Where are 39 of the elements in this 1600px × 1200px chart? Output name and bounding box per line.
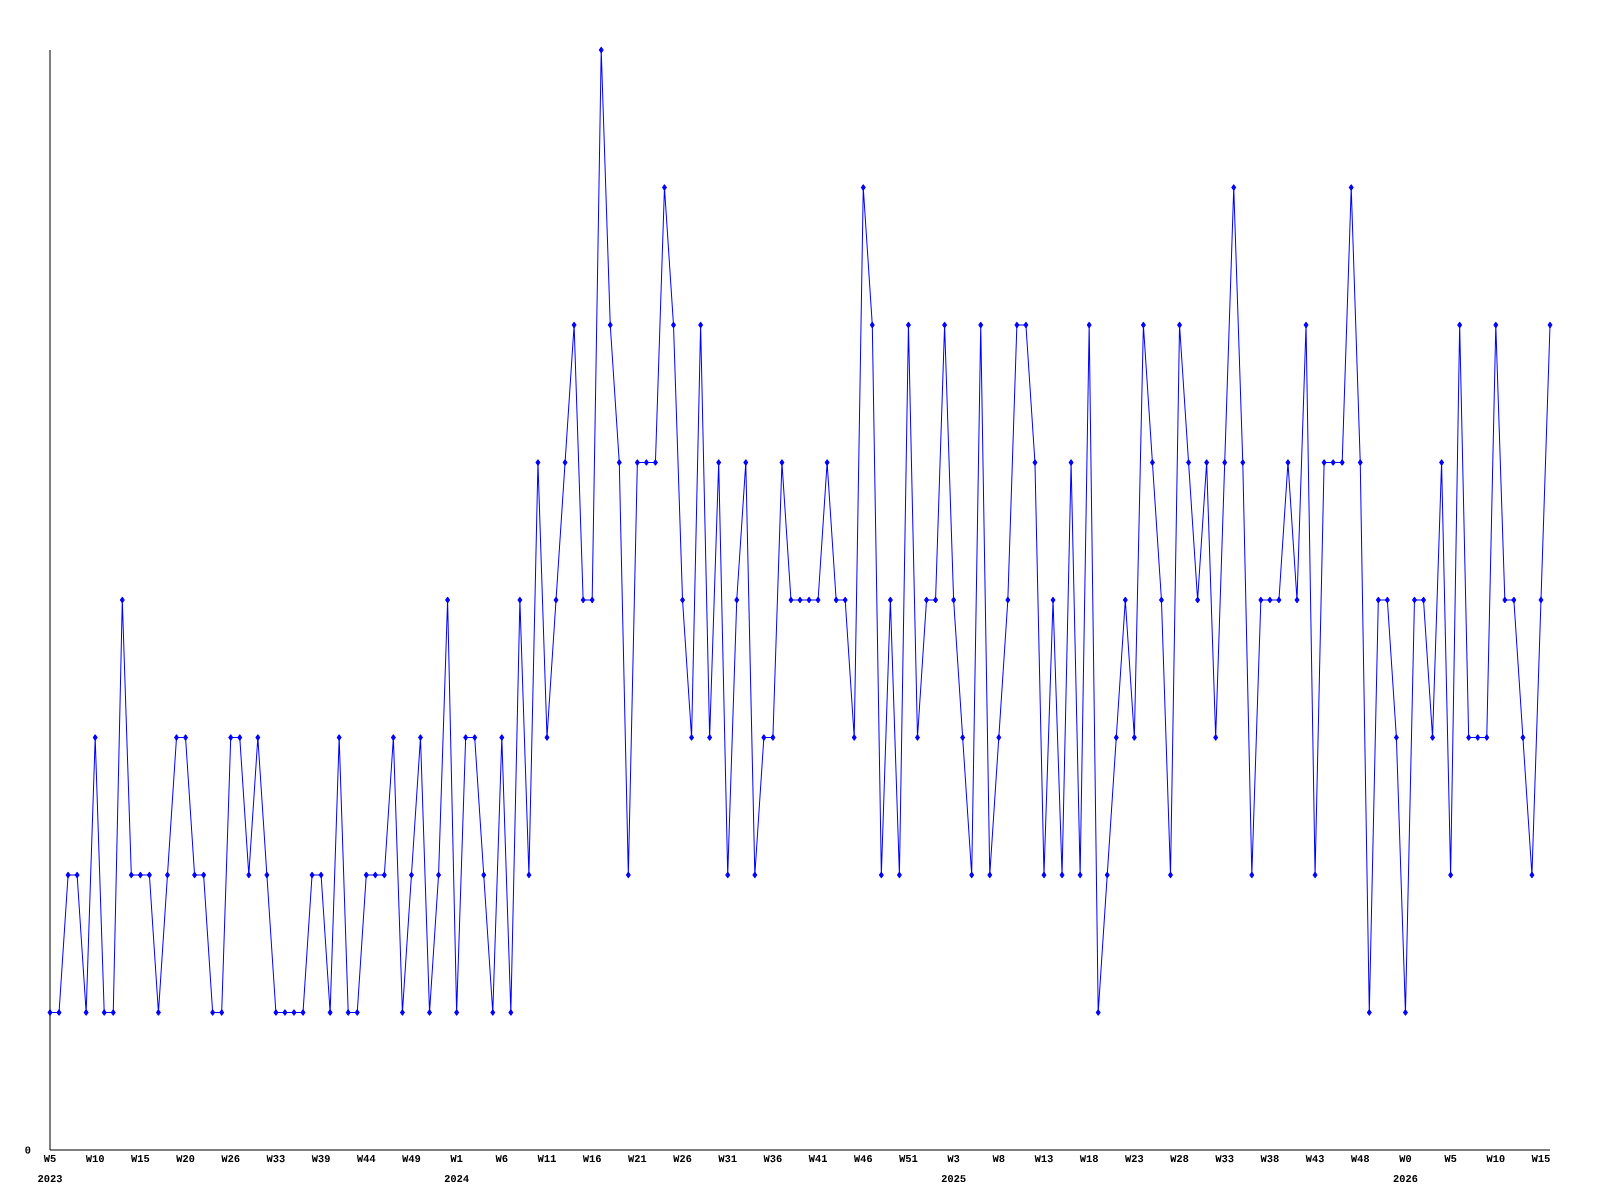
x-tick-label: W11 (537, 1155, 556, 1162)
x-tick-label: W20 (176, 1155, 195, 1163)
x-tick-label: W10 (1486, 1155, 1505, 1163)
x-tick-label: W33 (1215, 1155, 1234, 1163)
x-tick-label: W21 (628, 1155, 647, 1163)
text: 2025 (941, 1175, 966, 1183)
x-tick-label: W48 (1350, 1155, 1370, 1163)
x-tick-label: W3 (947, 1155, 960, 1163)
x-tick-label: W49 (402, 1155, 421, 1163)
text: 0 (25, 1146, 31, 1154)
x-tick-label: W51 (899, 1155, 918, 1163)
x-tick-label: W46 (853, 1155, 873, 1163)
x-tick-label: W39 (311, 1155, 330, 1163)
x-tick-label: W26 (673, 1155, 692, 1163)
x-tick-label: W31 (718, 1155, 737, 1163)
x-tick-label: W38 (1260, 1155, 1279, 1163)
x-tick-label: W5 (43, 1155, 56, 1163)
x-tick-label: W10 (85, 1155, 104, 1163)
x-tick-label: W36 (763, 1155, 782, 1163)
x-tick-label: W15 (1531, 1155, 1550, 1163)
x-tick-label: W23 (1124, 1155, 1144, 1163)
x-tick-label: W1 (450, 1155, 463, 1162)
x-tick-label: W5 (1444, 1155, 1457, 1163)
x-tick-label: W0 (1399, 1155, 1412, 1163)
x-tick-label: W15 (131, 1155, 150, 1163)
x-tick-label: W44 (356, 1155, 376, 1162)
x-tick-label: W6 (495, 1155, 508, 1163)
x-tick-label: W16 (582, 1155, 601, 1163)
x-tick-label: W43 (1305, 1155, 1324, 1163)
text: 2023 (38, 1175, 62, 1183)
x-tick-label: W41 (808, 1155, 827, 1162)
text: 2024 (444, 1175, 469, 1183)
x-tick-label: W8 (992, 1155, 1005, 1163)
text: 2026 (1393, 1175, 1418, 1183)
x-tick-label: W26 (221, 1155, 240, 1163)
x-tick-label: W18 (1079, 1155, 1098, 1163)
x-tick-label: W33 (266, 1155, 285, 1163)
x-tick-label: W28 (1170, 1155, 1189, 1163)
x-tick-label: W13 (1034, 1155, 1053, 1163)
